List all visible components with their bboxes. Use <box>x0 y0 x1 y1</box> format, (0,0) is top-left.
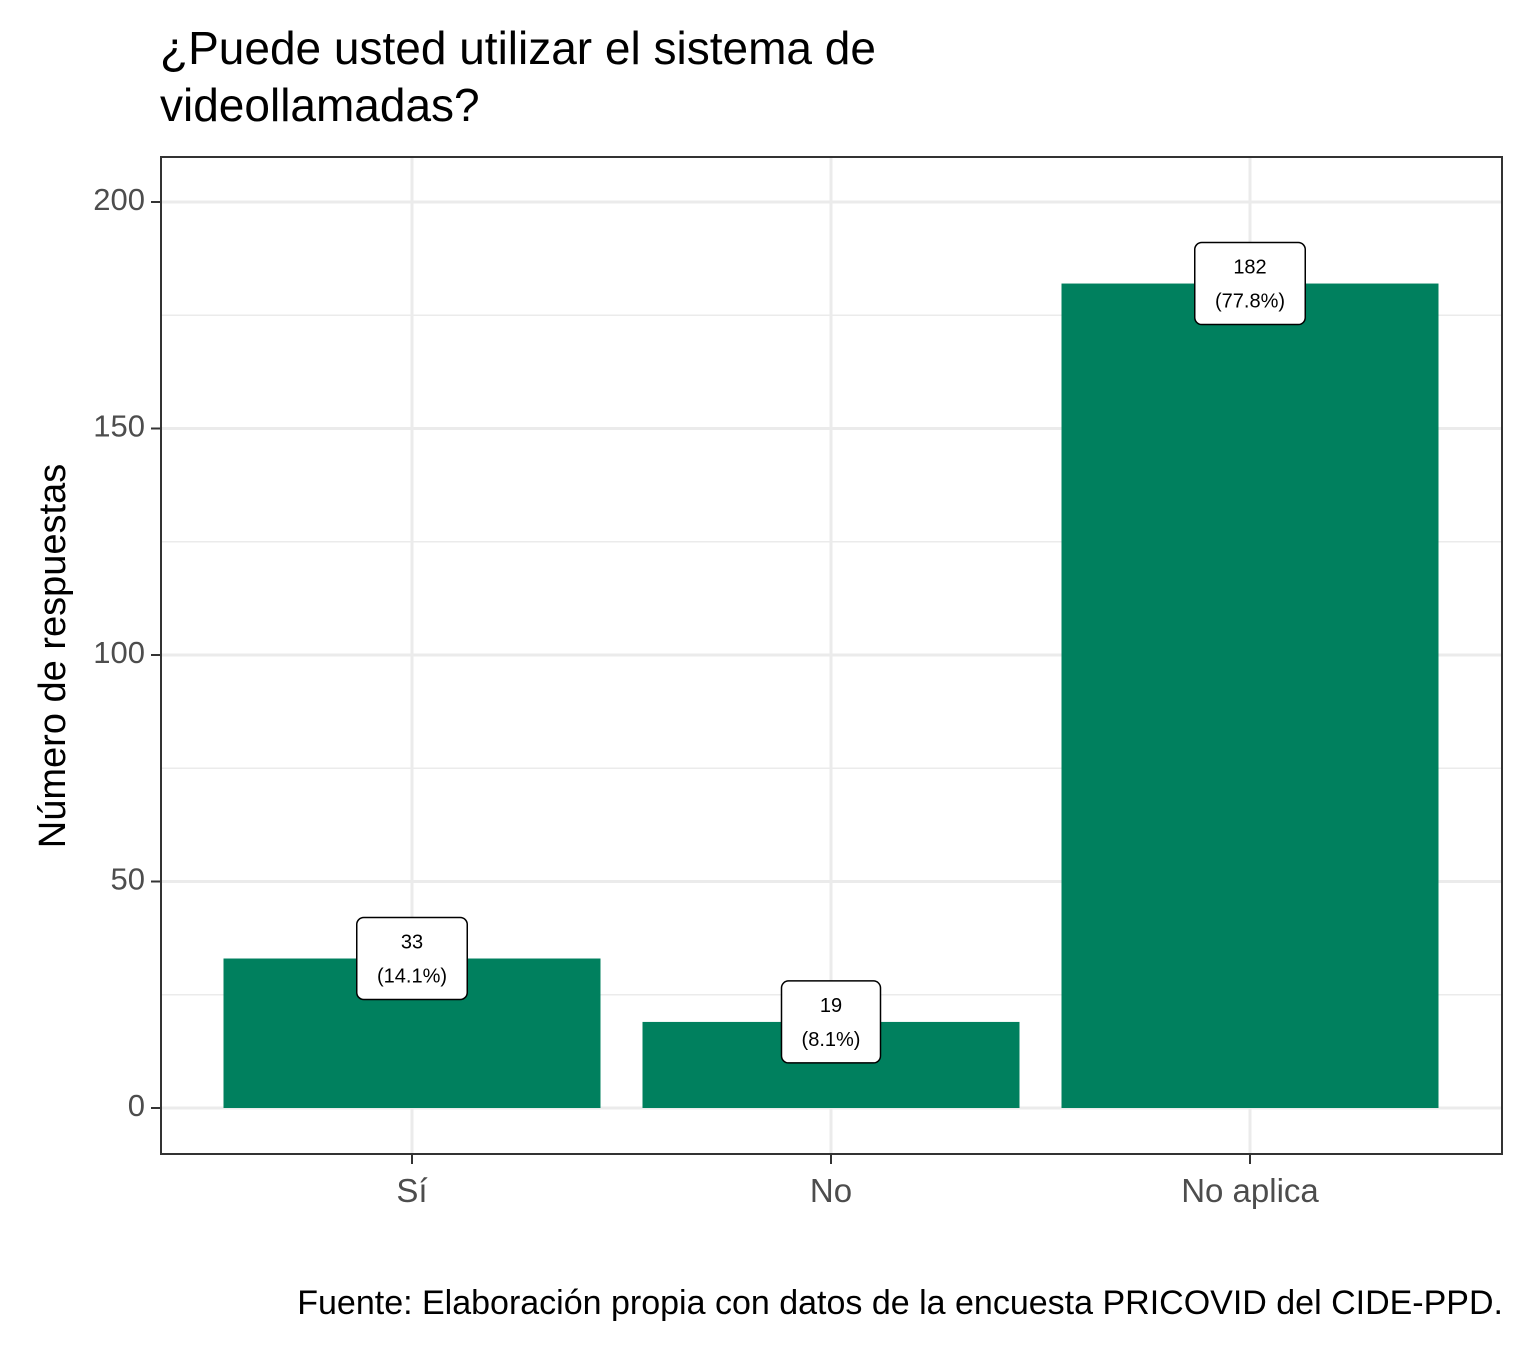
y-tick-label: 150 <box>93 409 145 444</box>
x-axis: Sí No No aplica <box>396 1154 1319 1209</box>
data-label-box <box>780 980 882 1064</box>
data-label-count: 33 <box>401 932 423 954</box>
y-tick-label: 0 <box>128 1088 145 1123</box>
data-label: 19 (8.1%) <box>780 980 882 1064</box>
x-tick-label: No <box>810 1172 852 1209</box>
bar <box>1061 283 1439 1108</box>
data-label-count: 19 <box>820 995 842 1017</box>
chart-title-line-2: videollamadas? <box>160 79 480 131</box>
data-label: 33 (14.1%) <box>356 916 468 1001</box>
y-axis-label: Número de respuestas <box>32 464 74 848</box>
data-label-percent: (77.8%) <box>1215 291 1285 313</box>
x-tick-label: No aplica <box>1181 1172 1319 1209</box>
chart-caption: Fuente: Elaboración propia con datos de … <box>297 1284 1503 1322</box>
y-tick-label: 100 <box>93 635 145 670</box>
chart-title: ¿Puede usted utilizar el sistema de vide… <box>160 20 1360 134</box>
y-axis: 0 50 100 150 200 <box>93 182 161 1123</box>
data-label-count: 182 <box>1233 257 1266 279</box>
y-tick-label: 50 <box>111 862 145 897</box>
data-label-percent: (14.1%) <box>377 966 447 988</box>
x-tick-label: Sí <box>396 1172 427 1209</box>
data-label-box <box>1194 241 1306 326</box>
data-label-percent: (8.1%) <box>802 1029 861 1051</box>
chart-title-line-1: ¿Puede usted utilizar el sistema de <box>160 22 876 74</box>
data-labels: 33 (14.1%) 19 (8.1%) 182 (77.8%) <box>356 241 1306 1064</box>
data-label: 182 (77.8%) <box>1194 241 1306 326</box>
y-tick-label: 200 <box>93 182 145 217</box>
bars <box>223 283 1439 1108</box>
data-label-box <box>356 916 468 1001</box>
